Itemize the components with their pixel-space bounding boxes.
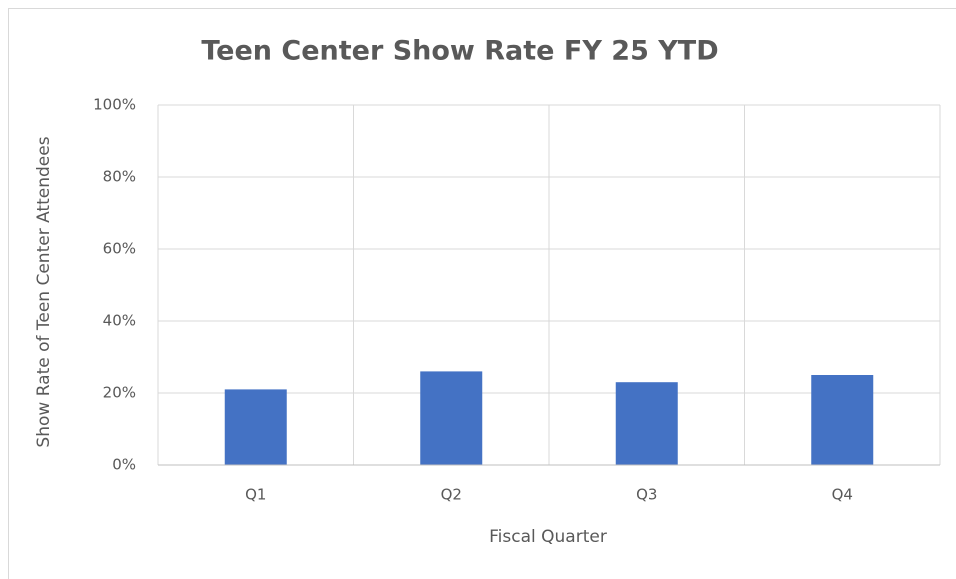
x-tick-label: Q4 xyxy=(832,486,853,504)
bar xyxy=(420,371,483,465)
x-tick-label: Q3 xyxy=(636,486,657,504)
bar xyxy=(615,382,678,465)
x-tick-label: Q2 xyxy=(441,486,462,504)
x-tick-label: Q1 xyxy=(245,486,266,504)
y-tick-label: 60% xyxy=(103,240,136,258)
y-tick-label: 20% xyxy=(103,384,136,402)
chart-border xyxy=(8,8,956,579)
y-tick-label: 100% xyxy=(93,96,136,114)
bar xyxy=(224,389,287,465)
x-axis-title: Fiscal Quarter xyxy=(489,527,607,547)
bar xyxy=(811,375,874,465)
chart-title: Teen Center Show Rate FY 25 YTD xyxy=(201,36,718,67)
y-tick-label: 80% xyxy=(103,168,136,186)
y-tick-label: 0% xyxy=(112,456,136,474)
y-tick-label: 40% xyxy=(103,312,136,330)
y-axis-title: Show Rate of Teen Center Attendees xyxy=(34,136,54,447)
